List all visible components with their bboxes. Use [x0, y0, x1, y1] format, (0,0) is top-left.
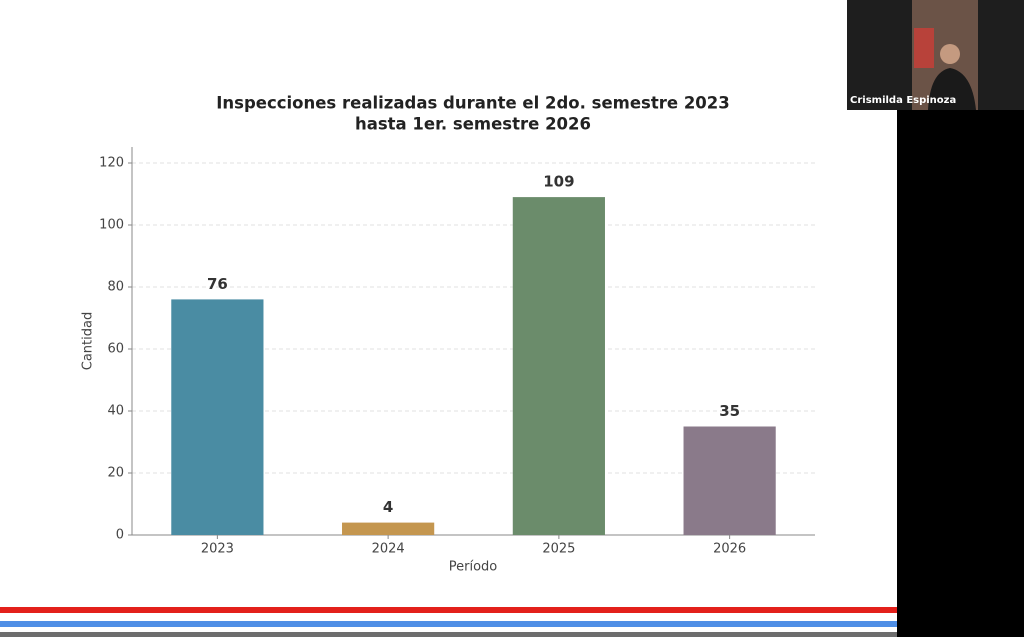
stripe-blue	[0, 621, 897, 627]
stripe-gray	[0, 632, 897, 637]
y-tick-label: 0	[116, 528, 124, 543]
bar	[512, 197, 605, 535]
x-axis-label: Período	[449, 560, 498, 575]
bar	[171, 299, 264, 535]
x-tick-label: 2025	[542, 542, 575, 557]
x-tick-label: 2026	[713, 542, 746, 557]
participant-tile[interactable]: Crismilda Espinoza	[847, 0, 1024, 110]
chart-title: hasta 1er. semestre 2026	[355, 115, 591, 134]
video-detail	[914, 28, 934, 68]
value-label: 109	[543, 173, 574, 191]
y-tick-label: 120	[99, 156, 124, 171]
y-axis-label: Cantidad	[81, 312, 96, 370]
bar	[342, 522, 435, 535]
participant-head	[940, 44, 960, 64]
bar	[683, 426, 776, 535]
y-tick-label: 60	[107, 342, 124, 357]
value-label: 35	[719, 402, 740, 420]
participant-name: Crismilda Espinoza	[850, 95, 956, 106]
value-label: 4	[383, 498, 393, 516]
participant-body	[928, 68, 976, 110]
y-tick-label: 100	[99, 218, 124, 233]
value-label: 76	[207, 275, 228, 293]
chart-title: Inspecciones realizadas durante el 2do. …	[216, 94, 730, 113]
x-tick-label: 2023	[201, 542, 234, 557]
y-tick-label: 40	[107, 404, 124, 419]
stripe-red	[0, 607, 897, 613]
x-tick-label: 2024	[372, 542, 405, 557]
y-tick-label: 80	[107, 280, 124, 295]
y-tick-label: 20	[107, 466, 124, 481]
